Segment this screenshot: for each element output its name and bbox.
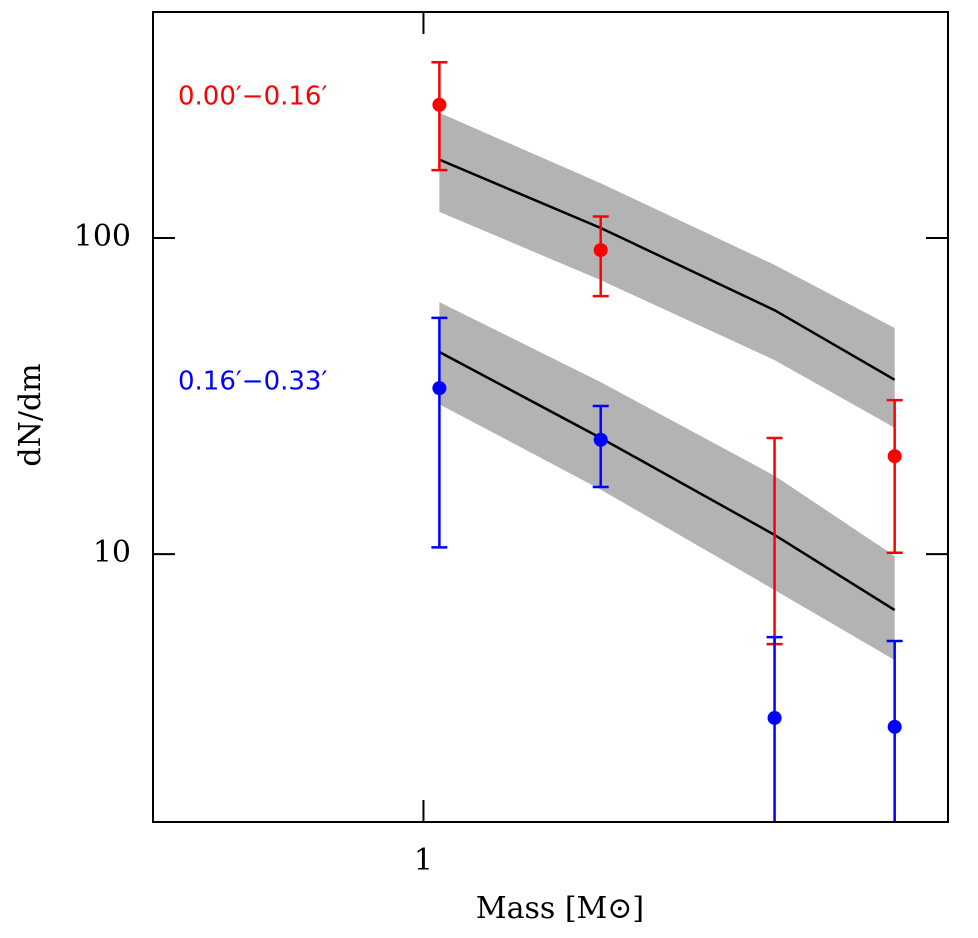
series-label: 0.16′−0.33′ bbox=[178, 366, 327, 396]
frame bbox=[152, 11, 949, 823]
model-line bbox=[438, 350, 896, 612]
data-point bbox=[593, 243, 608, 258]
data-point bbox=[432, 381, 447, 396]
model-band bbox=[439, 302, 895, 661]
y-tick-label: 10 bbox=[93, 535, 131, 570]
model-line bbox=[438, 158, 896, 381]
model-band bbox=[439, 112, 895, 428]
data-point bbox=[593, 432, 608, 447]
y-tick-label: 100 bbox=[74, 219, 131, 254]
series-label: 0.00′−0.16′ bbox=[178, 82, 327, 112]
data-point bbox=[432, 97, 447, 112]
x-tick-label: 1 bbox=[414, 843, 433, 878]
x-axis-label: Mass [M⊙] bbox=[476, 891, 644, 926]
data-point bbox=[887, 719, 902, 734]
y-axis-label: dN/dm bbox=[13, 363, 48, 466]
plot-area bbox=[431, 60, 903, 822]
data-point bbox=[767, 710, 782, 725]
data-point bbox=[887, 449, 902, 464]
